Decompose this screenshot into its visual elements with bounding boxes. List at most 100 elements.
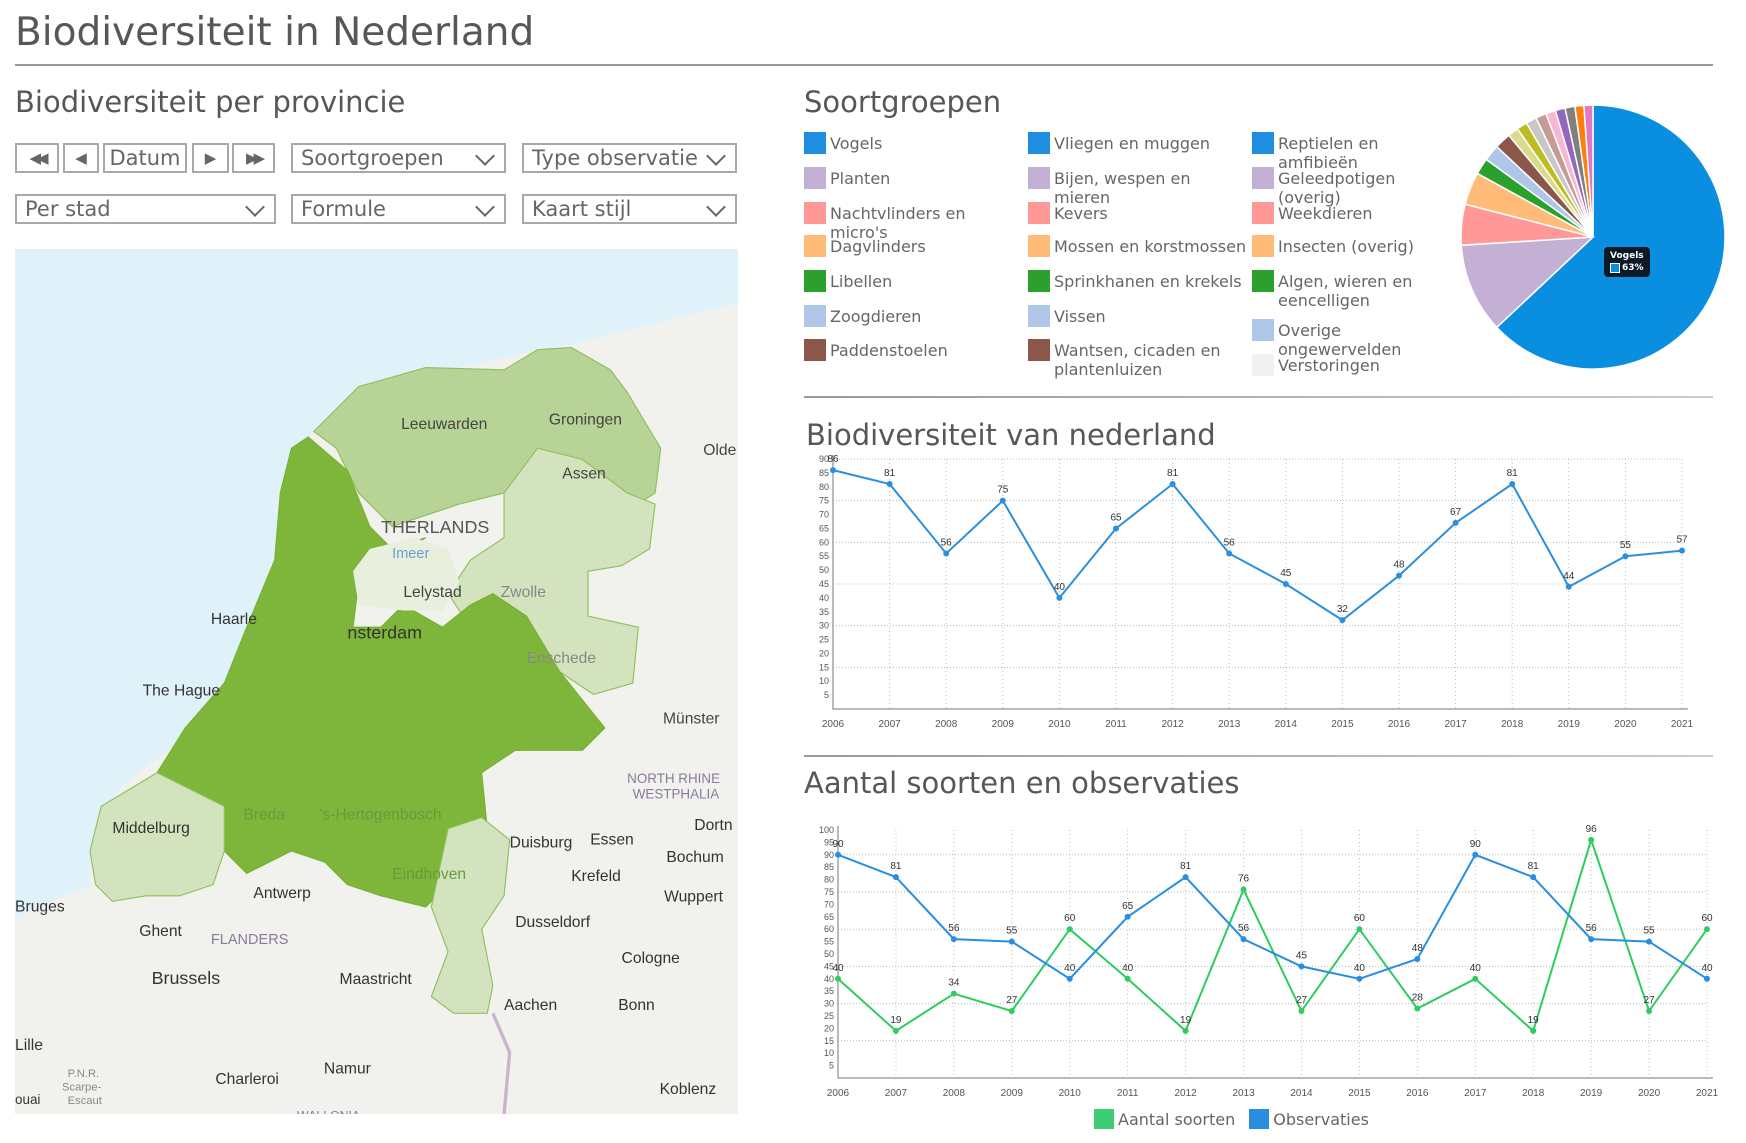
- legend-item[interactable]: Geleedpotigen (overig): [1252, 167, 1457, 207]
- pie-slice[interactable]: [1495, 104, 1726, 370]
- pie-slice[interactable]: [1583, 104, 1594, 238]
- map-label: WALLONIA: [297, 1109, 361, 1114]
- legend-swatch: [804, 167, 826, 189]
- legend-item[interactable]: Verstoringen: [1252, 354, 1457, 376]
- data-point[interactable]: [1704, 926, 1710, 933]
- legend-item[interactable]: Nachtvlinders en micro's: [804, 202, 1024, 242]
- data-point[interactable]: [1008, 938, 1015, 945]
- data-point[interactable]: [999, 497, 1006, 504]
- data-point[interactable]: [892, 1027, 899, 1034]
- soortgroepen-pie-chart[interactable]: [1458, 102, 1728, 372]
- data-point[interactable]: [886, 481, 893, 487]
- data-point[interactable]: [1182, 1027, 1189, 1034]
- legend-item[interactable]: Vliegen en muggen: [1028, 132, 1248, 154]
- data-point[interactable]: [1182, 874, 1189, 881]
- province-map[interactable]: Leeuwarden Groningen Assen Olde THERLANDS Ime…: [15, 249, 738, 1114]
- data-point[interactable]: [950, 936, 957, 943]
- data-point[interactable]: [1646, 1008, 1653, 1015]
- y-tick-label: 20: [824, 1023, 834, 1033]
- data-point[interactable]: [1530, 1027, 1537, 1034]
- province-limburg[interactable]: [430, 816, 511, 1014]
- data-point[interactable]: [1622, 553, 1629, 560]
- legend-item[interactable]: Paddenstoelen: [804, 339, 1024, 361]
- data-point[interactable]: [1282, 581, 1289, 587]
- data-point[interactable]: [1240, 886, 1247, 893]
- data-point[interactable]: [1472, 851, 1479, 858]
- legend-item[interactable]: Reptielen en amfibieën: [1252, 132, 1457, 172]
- next-date-button[interactable]: ▶: [192, 143, 229, 173]
- type-observatie-select[interactable]: Type observatie: [522, 143, 737, 173]
- data-point[interactable]: [1356, 926, 1363, 933]
- map-canvas[interactable]: Leeuwarden Groningen Assen Olde THERLANDS Ime…: [15, 249, 738, 1114]
- province-flevoland[interactable]: [353, 537, 460, 611]
- legend-aantal-soorten[interactable]: Aantal soorten: [1094, 1109, 1235, 1129]
- data-point[interactable]: [1414, 1005, 1421, 1012]
- data-point[interactable]: [1298, 1008, 1305, 1015]
- legend-item[interactable]: Kevers: [1028, 202, 1248, 224]
- data-point[interactable]: [1646, 938, 1653, 945]
- map-label: Bruges: [15, 898, 65, 915]
- data-point[interactable]: [1588, 936, 1595, 943]
- y-tick-label: 50: [819, 565, 829, 575]
- data-point[interactable]: [830, 467, 836, 474]
- data-point[interactable]: [1704, 975, 1710, 982]
- data-point[interactable]: [1226, 550, 1233, 557]
- legend-item[interactable]: Mossen en korstmossen: [1028, 235, 1248, 257]
- legend-item[interactable]: Weekdieren: [1252, 202, 1457, 224]
- data-point[interactable]: [950, 990, 957, 997]
- y-tick-label: 5: [829, 1061, 834, 1071]
- legend-item[interactable]: Vogels: [804, 132, 1024, 154]
- kaart-stijl-select[interactable]: Kaart stijl: [522, 194, 737, 224]
- legend-item[interactable]: Overige ongewervelden: [1252, 319, 1457, 359]
- data-point[interactable]: [943, 550, 950, 557]
- legend-item[interactable]: Vissen: [1028, 305, 1248, 327]
- data-point[interactable]: [1124, 913, 1131, 920]
- legend-item[interactable]: Planten: [804, 167, 1024, 189]
- legend-observaties[interactable]: Observaties: [1249, 1109, 1369, 1129]
- data-point[interactable]: [835, 975, 841, 982]
- data-point[interactable]: [1066, 926, 1073, 933]
- data-point[interactable]: [1056, 594, 1063, 601]
- data-point[interactable]: [1113, 525, 1119, 532]
- data-point[interactable]: [1008, 1008, 1015, 1015]
- data-point[interactable]: [1396, 572, 1402, 579]
- legend-item[interactable]: Dagvlinders: [804, 235, 1024, 257]
- date-button[interactable]: Datum: [103, 143, 187, 173]
- first-date-button[interactable]: ◀◀: [15, 143, 59, 173]
- data-point[interactable]: [1588, 836, 1595, 843]
- y-tick-label: 55: [824, 937, 834, 947]
- legend-item[interactable]: Libellen: [804, 270, 1024, 292]
- data-point[interactable]: [1679, 547, 1685, 554]
- data-point[interactable]: [1240, 936, 1247, 943]
- data-point[interactable]: [1339, 617, 1346, 624]
- data-point[interactable]: [1169, 481, 1176, 487]
- data-label: 75: [997, 485, 1009, 496]
- data-point[interactable]: [1565, 583, 1572, 590]
- legend-item[interactable]: Insecten (overig): [1252, 235, 1457, 257]
- y-tick-label: 40: [824, 974, 834, 984]
- soortgroepen-select[interactable]: Soortgroepen: [291, 143, 506, 173]
- data-point[interactable]: [892, 874, 899, 881]
- previous-date-button[interactable]: ◀: [63, 143, 99, 173]
- per-stad-select[interactable]: Per stad: [15, 194, 276, 224]
- legend-item[interactable]: Sprinkhanen en krekels: [1028, 270, 1248, 292]
- legend-item[interactable]: Wantsen, cicaden en plantenluizen: [1028, 339, 1248, 379]
- data-point[interactable]: [1472, 975, 1479, 982]
- data-point[interactable]: [1298, 963, 1305, 970]
- data-point[interactable]: [1509, 481, 1516, 487]
- province-zeeland[interactable]: [89, 772, 225, 902]
- data-label: 44: [1563, 571, 1575, 582]
- legend-item[interactable]: Zoogdieren: [804, 305, 1024, 327]
- data-point[interactable]: [1066, 975, 1073, 982]
- data-point[interactable]: [1530, 874, 1537, 881]
- data-point[interactable]: [835, 851, 841, 858]
- formule-select[interactable]: Formule: [291, 194, 506, 224]
- legend-item[interactable]: Bijen, wespen en mieren: [1028, 167, 1248, 207]
- legend-item[interactable]: Algen, wieren en eencelligen: [1252, 270, 1457, 310]
- data-point[interactable]: [1414, 955, 1421, 962]
- pie-slice[interactable]: [1460, 236, 1596, 329]
- data-point[interactable]: [1124, 975, 1131, 982]
- last-date-button[interactable]: ▶▶: [232, 143, 275, 173]
- data-point[interactable]: [1356, 975, 1363, 982]
- data-point[interactable]: [1452, 519, 1459, 526]
